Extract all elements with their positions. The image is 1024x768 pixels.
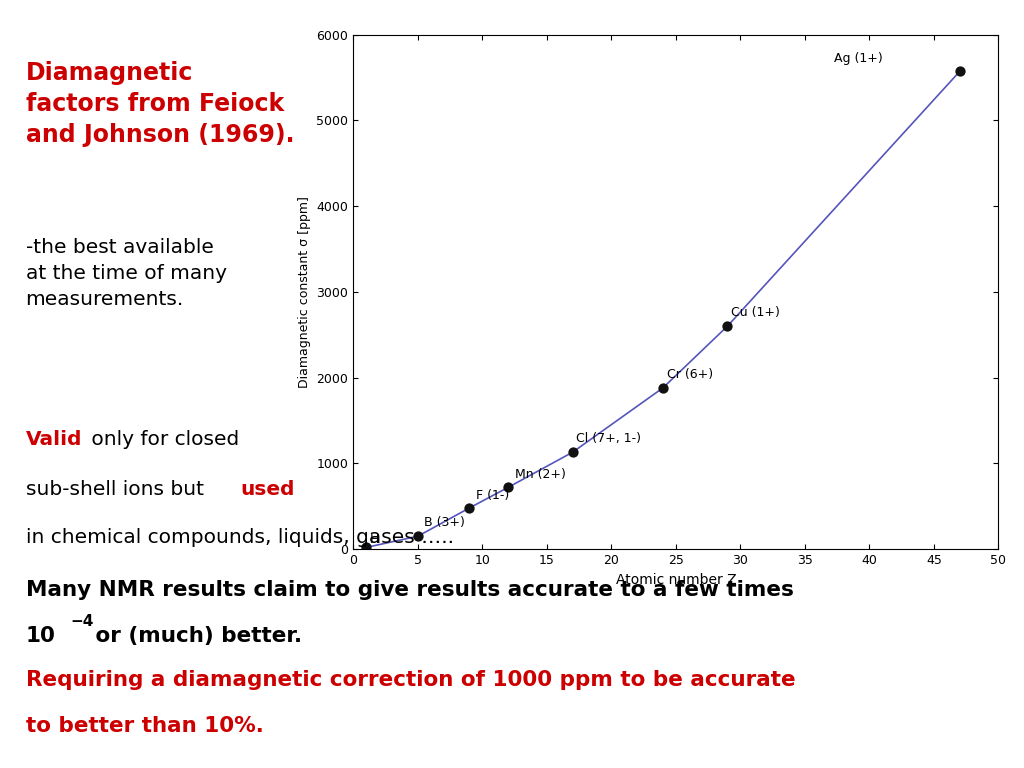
Text: used: used <box>241 480 295 499</box>
Text: Diamagnetic
factors from Feiock
and Johnson (1969).: Diamagnetic factors from Feiock and John… <box>26 61 294 147</box>
Text: Cl (7+, 1-): Cl (7+, 1-) <box>577 432 641 445</box>
Text: -the best available
at the time of many
measurements.: -the best available at the time of many … <box>26 238 226 309</box>
Text: Valid: Valid <box>26 430 82 449</box>
Point <box>410 530 426 542</box>
Text: B (3+): B (3+) <box>424 516 465 529</box>
Point <box>654 382 671 394</box>
X-axis label: Atomic number Z: Atomic number Z <box>615 572 736 587</box>
Point <box>719 320 735 333</box>
Text: sub-shell ions but: sub-shell ions but <box>26 480 210 499</box>
Text: Many NMR results claim to give results accurate to a few times: Many NMR results claim to give results a… <box>26 580 794 600</box>
Text: F (1-): F (1-) <box>476 489 509 502</box>
Text: to better than 10%.: to better than 10%. <box>26 716 263 736</box>
Text: 10: 10 <box>26 626 55 646</box>
Text: only for closed: only for closed <box>85 430 240 449</box>
Point <box>951 65 968 78</box>
Point <box>564 446 581 458</box>
Text: or (much) better.: or (much) better. <box>88 626 302 646</box>
Text: in chemical compounds, liquids, gases …..: in chemical compounds, liquids, gases ….… <box>26 528 454 547</box>
Point <box>358 541 375 554</box>
Text: Cu (1+): Cu (1+) <box>731 306 780 319</box>
Text: Requiring a diamagnetic correction of 1000 ppm to be accurate: Requiring a diamagnetic correction of 10… <box>26 670 796 690</box>
Point <box>461 502 477 514</box>
Text: H: H <box>370 533 380 546</box>
Y-axis label: Diamagnetic constant σ [ppm]: Diamagnetic constant σ [ppm] <box>298 196 311 388</box>
Text: Ag (1+): Ag (1+) <box>834 52 883 65</box>
Text: −4: −4 <box>71 614 94 630</box>
Text: Mn (2+): Mn (2+) <box>514 468 565 481</box>
Point <box>500 482 516 494</box>
Text: Cr (6+): Cr (6+) <box>667 368 713 381</box>
